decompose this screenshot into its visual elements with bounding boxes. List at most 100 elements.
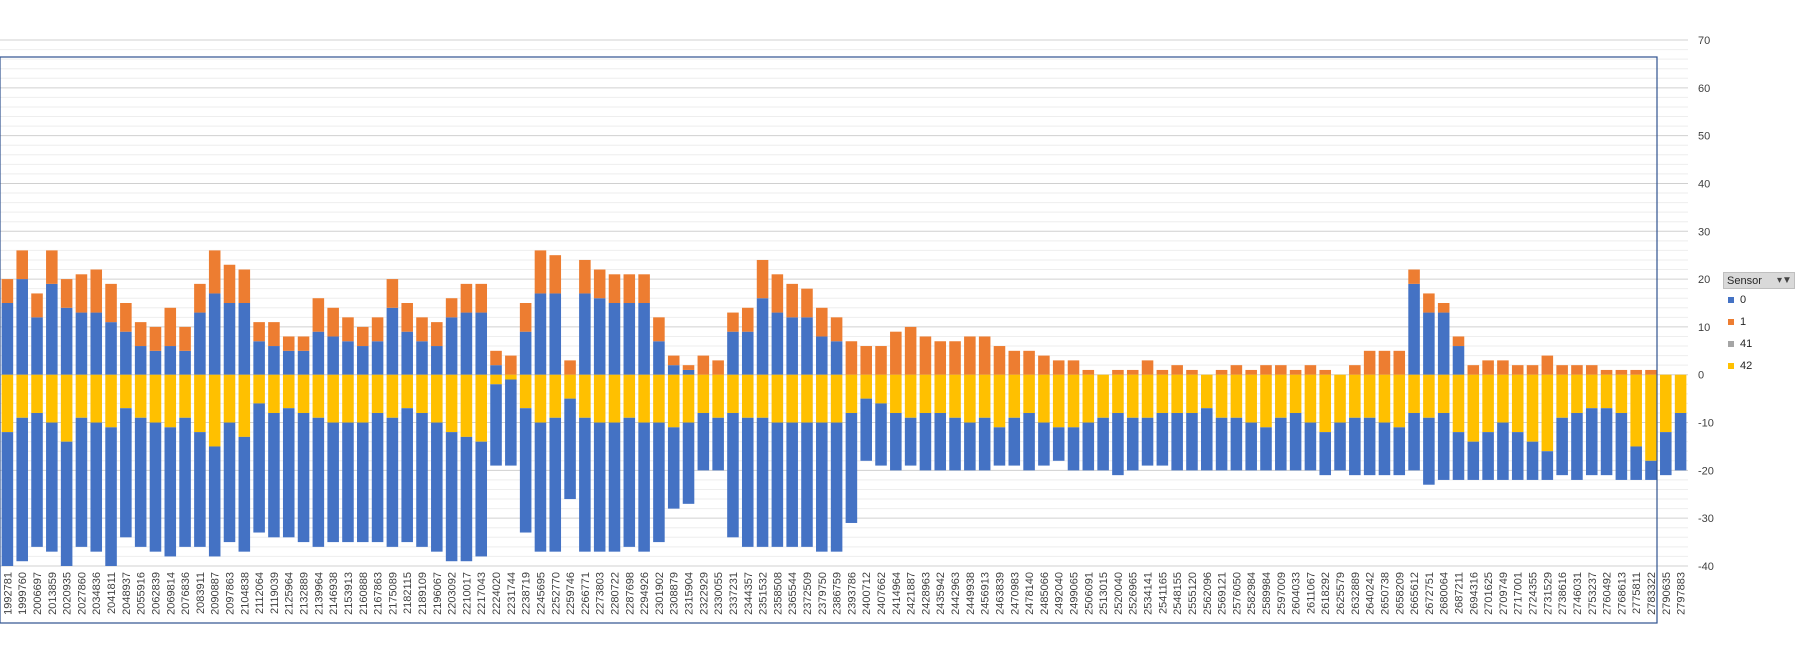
bar-series-1 (371, 317, 384, 342)
x-tick-label: 2597009 (1276, 572, 1288, 615)
bar-series-1 (1497, 360, 1509, 375)
bar-series-0_neg (75, 417, 88, 547)
bar-series-1 (1378, 350, 1391, 375)
bar-series-42 (31, 374, 43, 413)
bar-series-0 (208, 293, 221, 375)
bar-series-1 (1437, 303, 1450, 313)
bar-series-0_neg (60, 441, 73, 566)
bar-series-42 (1674, 374, 1687, 413)
x-tick-label: 2569121 (1217, 572, 1229, 615)
bar-series-42 (268, 374, 280, 413)
x-tick-label: 2175089 (387, 572, 399, 615)
x-tick-label: 2534141 (1143, 572, 1155, 615)
y-tick-label: 30 (1698, 226, 1710, 238)
bar-series-0_neg (416, 412, 428, 547)
bar-series-42 (1497, 374, 1509, 423)
bar-series-42 (1304, 374, 1317, 423)
y-tick-label: -10 (1698, 418, 1714, 430)
bar-series-42 (712, 374, 724, 418)
x-tick-label: 2658209 (1394, 572, 1406, 615)
bar-series-0_neg (816, 422, 828, 552)
bar-series-1 (1585, 365, 1598, 375)
filter-icon[interactable]: ▾▼ (1777, 275, 1792, 286)
bar-series-0_neg (1245, 422, 1257, 471)
bar-series-0_neg (282, 408, 295, 538)
bar-series-0_neg (697, 412, 710, 471)
bar-series-1 (475, 283, 488, 313)
bar-series-1 (1363, 350, 1376, 375)
bar-series-0 (268, 346, 280, 375)
x-tick-label: 2768613 (1616, 572, 1628, 615)
bar-series-42 (978, 374, 991, 418)
bar-series-0_neg (756, 417, 769, 547)
bar-series-1 (949, 341, 961, 375)
y-tick-label: 0 (1698, 370, 1704, 382)
x-tick-label: 2435942 (935, 572, 947, 615)
bar-series-0 (90, 312, 103, 375)
bar-series-0 (342, 341, 354, 375)
bar-series-0 (164, 346, 177, 375)
bar-series-0_neg (786, 422, 798, 547)
bar-series-1 (1423, 293, 1435, 313)
x-tick-label: 2112064 (254, 572, 266, 614)
bar-series-1 (741, 307, 754, 332)
bar-series-42 (356, 374, 369, 423)
x-tick-label: 2217043 (476, 572, 488, 615)
bar-series-42 (1334, 374, 1346, 423)
bar-series-42 (490, 374, 502, 385)
bar-series-1 (1408, 269, 1420, 284)
bar-series-0_neg (534, 422, 547, 552)
bar-series-42 (75, 374, 88, 418)
x-tick-label: 2365544 (787, 572, 799, 615)
bar-series-0_neg (682, 422, 695, 504)
bar-series-1 (90, 269, 103, 313)
bar-series-1 (564, 360, 576, 375)
bar-series-0 (16, 279, 28, 375)
bar-series-1 (1393, 350, 1406, 375)
bar-series-1 (1526, 365, 1539, 375)
bar-series-0 (653, 341, 665, 375)
bar-series-0 (371, 341, 384, 375)
bar-series-0_neg (667, 427, 680, 509)
bar-series-42 (1378, 374, 1391, 423)
bar-series-1 (238, 269, 251, 303)
x-tick-label: 2790635 (1661, 572, 1673, 615)
bar-series-0 (431, 346, 443, 375)
bar-series-0_neg (1585, 408, 1598, 476)
bar-series-1 (179, 326, 191, 351)
bar-series-42 (964, 374, 976, 423)
bar-series-1 (401, 303, 413, 332)
legend-field-button[interactable]: Sensor ▾▼ (1723, 272, 1795, 289)
bar-series-42 (208, 374, 221, 447)
bar-series-42 (194, 374, 206, 433)
y-tick-label: -30 (1698, 513, 1714, 525)
y-tick-label: -40 (1698, 561, 1714, 573)
legend-item-42: 42 (1723, 355, 1795, 377)
bar-series-42 (1156, 374, 1169, 413)
bar-series-42 (1023, 374, 1035, 413)
bar-series-1 (356, 326, 369, 347)
bar-series-0_neg (342, 422, 354, 543)
bar-series-42 (1541, 374, 1554, 452)
bar-series-42 (416, 374, 428, 413)
x-tick-label: 2541165 (1157, 572, 1169, 614)
bar-series-0 (149, 350, 162, 375)
x-tick-label: 2062839 (150, 572, 162, 615)
bar-series-0_neg (890, 412, 902, 471)
bar-series-1 (445, 298, 458, 318)
bar-series-1 (297, 336, 310, 351)
bar-series-42 (1349, 374, 1361, 418)
bar-series-0 (1452, 346, 1465, 375)
bar-series-42 (830, 374, 843, 423)
x-tick-label: 2428963 (920, 572, 932, 615)
bar-series-42 (1600, 374, 1613, 409)
bar-series-1 (593, 269, 606, 299)
x-tick-label: 2125964 (284, 572, 296, 615)
bar-series-0_neg (638, 422, 650, 552)
bar-series-42 (401, 374, 413, 409)
x-tick-label: 2513015 (1098, 572, 1110, 615)
bar-series-1 (1245, 369, 1257, 375)
bar-series-1 (505, 355, 517, 375)
x-tick-label: 2119039 (269, 572, 281, 614)
